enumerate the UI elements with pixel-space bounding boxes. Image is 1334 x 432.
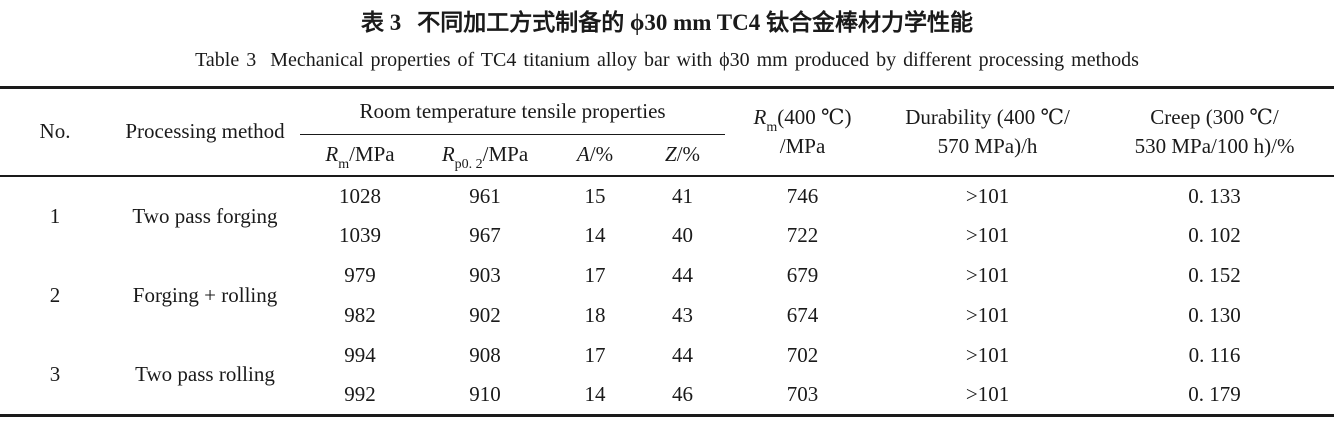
cell-z: 46	[672, 382, 694, 407]
table-number-en: Table 3	[195, 49, 257, 71]
cell-rp02: 902	[469, 303, 501, 327]
col-header-rp02: Rp0. 2/MPa	[420, 134, 550, 177]
subscript-m: m	[338, 157, 350, 173]
cell-rm: 979	[344, 263, 376, 287]
cell-rm: 992	[344, 382, 376, 407]
cell-z: 43	[672, 303, 694, 327]
header-row-top: No. Processing method Room temperature t…	[0, 87, 1334, 177]
unit-percent: /%	[676, 142, 701, 167]
table-row: 1039 967 14 40 722 >101 0. 102	[0, 216, 1334, 256]
cell-a: 15	[584, 183, 606, 208]
condition-400c: (400 ℃)	[777, 104, 852, 129]
cell-a: 14	[584, 382, 606, 407]
symbol-Z: Z	[665, 142, 677, 167]
table-row: 1 Two pass forging 1028 961 15 41 746 >1…	[0, 176, 1334, 228]
cell-creep: 0. 116	[1188, 343, 1241, 367]
cell-z: 44	[672, 263, 694, 287]
cell-no: 3	[49, 362, 61, 387]
table-row: 3 Two pass rolling 994 908 17 44 702 >10…	[0, 336, 1334, 386]
symbol-A: A	[576, 142, 590, 167]
cell-z: 41	[672, 183, 694, 208]
cell-rm400: 674	[786, 303, 819, 327]
cell-no: 1	[49, 203, 61, 228]
cell-a: 14	[584, 223, 606, 247]
table-caption-zh: 表 3 不同加工方式制备的 ϕ30 mm TC4 钛合金棒材力学性能	[0, 8, 1334, 38]
cell-durability: >101	[965, 343, 1010, 367]
mechanical-properties-table: No. Processing method Room temperature t…	[0, 86, 1334, 417]
cell-rp02: 910	[469, 382, 501, 407]
col-header-creep-line1: Creep (300 ℃/	[1150, 104, 1279, 129]
cell-a: 18	[584, 303, 606, 327]
cell-processing-method: Two pass rolling	[135, 362, 275, 387]
cell-rm400: 722	[786, 223, 819, 247]
cell-rm: 994	[344, 343, 376, 367]
col-header-rm-400-line2: /MPa	[779, 133, 826, 158]
col-group-tensile-properties: Room temperature tensile properties	[300, 87, 726, 135]
subscript-m: m	[766, 119, 778, 135]
cell-creep: 0. 152	[1188, 263, 1241, 287]
cell-rm: 982	[344, 303, 376, 327]
col-header-rm-400: Rm(400 ℃) /MPa	[725, 87, 881, 177]
col-group-tensile-label: Room temperature tensile properties	[359, 99, 666, 123]
col-header-creep: Creep (300 ℃/ 530 MPa/100 h)/%	[1095, 87, 1334, 177]
col-header-durability-line2: 570 MPa)/h	[937, 133, 1038, 158]
cell-durability: >101	[965, 303, 1010, 327]
cell-creep: 0. 133	[1188, 183, 1241, 208]
cell-processing-method: Forging + rolling	[132, 283, 278, 307]
col-header-creep-line2: 530 MPa/100 h)/%	[1134, 133, 1295, 158]
cell-durability: >101	[965, 263, 1010, 287]
table-row: 982 902 18 43 674 >101 0. 130	[0, 296, 1334, 336]
cell-durability: >101	[965, 382, 1010, 407]
table-header: No. Processing method Room temperature t…	[0, 87, 1334, 177]
unit-mpa: /MPa	[482, 142, 529, 167]
symbol-R: R	[753, 104, 767, 129]
cell-no: 2	[49, 283, 61, 307]
cell-rp02: 903	[469, 263, 501, 287]
col-header-rm: Rm/MPa	[300, 134, 420, 177]
subscript-p02: p0. 2	[454, 157, 483, 173]
symbol-R: R	[441, 142, 455, 167]
col-header-no: No.	[0, 87, 110, 177]
cell-rm400: 702	[786, 343, 819, 367]
cell-rp02: 908	[469, 343, 501, 367]
table-row: 2 Forging + rolling 979 903 17 44 679 >1…	[0, 256, 1334, 307]
cell-rm400: 679	[786, 263, 819, 287]
cell-creep: 0. 102	[1188, 223, 1241, 247]
col-header-processing-method: Processing method	[110, 87, 300, 177]
table-caption-en: Table 3 Mechanical properties of TC4 tita…	[0, 47, 1334, 73]
cell-rm400: 703	[786, 382, 819, 407]
cell-a: 17	[584, 343, 606, 367]
unit-percent: /%	[589, 142, 614, 167]
cell-z: 40	[672, 223, 694, 247]
cell-durability: >101	[965, 223, 1010, 247]
unit-mpa: /MPa	[349, 142, 395, 167]
col-header-durability-line1: Durability (400 ℃/	[905, 104, 1070, 129]
table-number-zh: 表 3	[361, 10, 402, 35]
cell-rm: 1028	[339, 183, 381, 208]
table-row: 992 910 14 46 703 >101 0. 179	[0, 376, 1334, 416]
cell-z: 44	[672, 343, 694, 367]
cell-rm400: 746	[786, 183, 819, 208]
cell-creep: 0. 130	[1188, 303, 1241, 327]
symbol-R: R	[325, 142, 339, 167]
col-header-rm-400-line1: Rm(400 ℃)	[725, 103, 880, 135]
cell-processing-method: Two pass forging	[132, 203, 278, 228]
col-header-z: Z/%	[640, 134, 726, 177]
col-header-a: A/%	[550, 134, 640, 177]
cell-rm: 1039	[339, 223, 381, 247]
table-caption-en-text: Mechanical properties of TC4 titanium al…	[270, 49, 1139, 71]
table-caption-zh-text: 不同加工方式制备的 ϕ30 mm TC4 钛合金棒材力学性能	[417, 10, 973, 35]
table-body: 1 Two pass forging 1028 961 15 41 746 >1…	[0, 176, 1334, 416]
cell-creep: 0. 179	[1188, 382, 1241, 407]
cell-durability: >101	[965, 183, 1010, 208]
header-row-sub: Rm/MPa Rp0. 2/MPa A/% Z/%	[0, 134, 1334, 177]
col-header-durability: Durability (400 ℃/ 570 MPa)/h	[880, 87, 1096, 177]
cell-a: 17	[584, 263, 606, 287]
cell-rp02: 967	[469, 223, 501, 247]
cell-rp02: 961	[469, 183, 501, 208]
